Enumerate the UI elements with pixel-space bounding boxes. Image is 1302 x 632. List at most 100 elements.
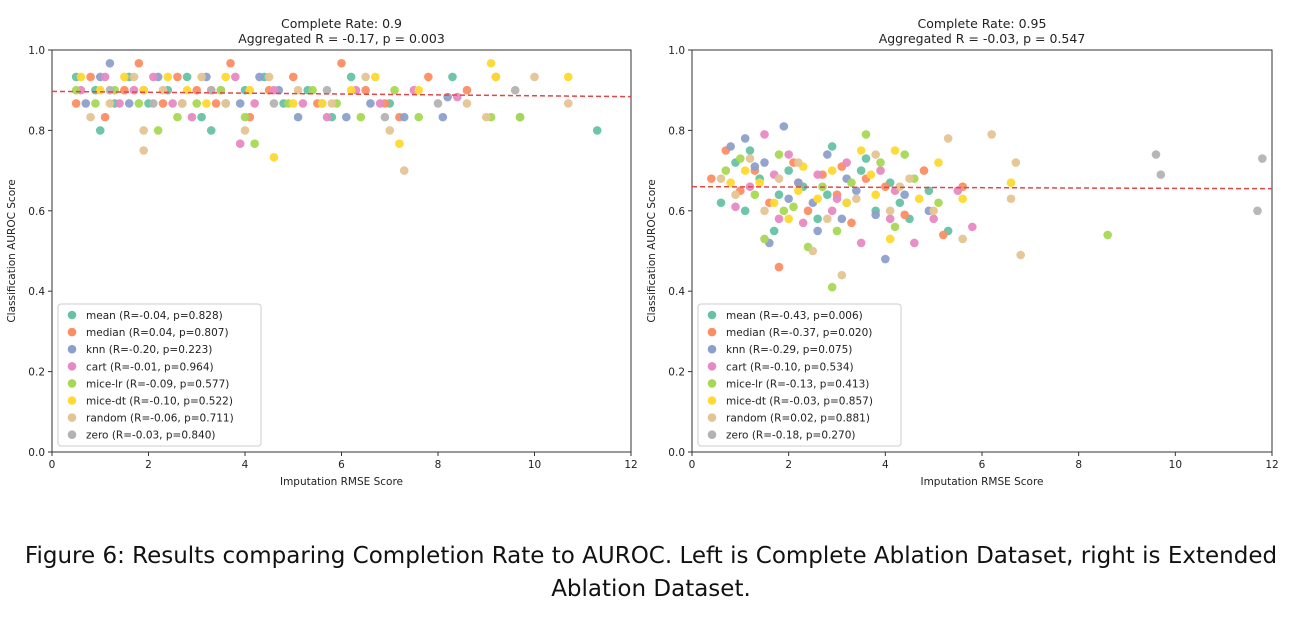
scatter-point-zero (1151, 150, 1161, 159)
scatter-point-median (86, 72, 95, 82)
legend-label-cart: cart (R=-0.01, p=0.964) (86, 361, 214, 373)
scatter-point-mice-dt (221, 72, 230, 82)
y-tick-label: 1.0 (28, 45, 45, 57)
chart-title: Complete Rate: 0.9 (281, 16, 402, 31)
scatter-point-random (895, 182, 905, 191)
x-tick-label: 10 (528, 459, 541, 471)
scatter-point-median (173, 72, 182, 82)
legend-marker-mice-lr (707, 379, 717, 388)
legend-box (697, 303, 902, 447)
scatter-point-knn (740, 134, 750, 143)
trend-line (691, 185, 1273, 190)
scatter-point-random (399, 166, 409, 175)
scatter-point-cart (885, 214, 895, 224)
legend-marker-zero (707, 430, 717, 440)
caption-line-1: Figure 6: Results comparing Completion R… (24, 543, 1278, 569)
scatter-point-mice-lr (240, 112, 250, 122)
x-tick-label: 4 (882, 459, 889, 471)
scatter-point-mean (813, 214, 822, 224)
scatter-point-random (905, 174, 914, 183)
scatter-point-mice-dt (245, 85, 255, 95)
scatter-point-knn (235, 99, 245, 108)
scatter-point-mice-lr (134, 99, 144, 108)
scatter-point-random (1016, 250, 1025, 260)
scatter-point-zero (105, 85, 115, 95)
scatter-point-mice-lr (847, 178, 856, 187)
scatter-point-knn (255, 72, 264, 82)
legend-label-random: random (R=-0.06, p=0.711) (86, 413, 234, 425)
scatter-point-cart (842, 158, 851, 167)
legend-marker-cart (67, 362, 77, 371)
scatter-point-zero (433, 99, 443, 108)
scatter-point-mice-dt (827, 166, 837, 175)
scatter-point-mice-dt (726, 178, 735, 187)
scatter-point-median (424, 72, 433, 82)
scatter-point-zero (269, 99, 279, 108)
scatter-point-mice-lr (832, 226, 842, 236)
scatter-point-mice-dt (1006, 178, 1016, 187)
y-tick-label: 0.0 (28, 447, 45, 459)
scatter-point-random (240, 126, 250, 135)
legend-marker-median (67, 327, 77, 337)
scatter-point-zero (1156, 170, 1166, 179)
scatter-point-cart (322, 112, 332, 122)
scatter-point-mice-dt (317, 99, 327, 108)
scatter-point-mice-lr (390, 85, 399, 95)
scatter-points (707, 122, 1267, 292)
scatter-point-median (120, 85, 129, 95)
scatter-point-cart (784, 150, 793, 159)
scatter-point-mean (823, 190, 832, 200)
x-tick-label: 2 (145, 459, 152, 471)
legend-label-mean: mean (R=-0.43, p=0.006) (726, 310, 863, 322)
scatter-point-median (774, 262, 784, 272)
scatter-point-mice-dt (346, 85, 356, 95)
scatter-point-mice-lr (91, 99, 100, 108)
scatter-point-cart (929, 214, 938, 224)
scatter-point-mice-dt (163, 72, 173, 82)
scatter-point-knn (852, 186, 861, 195)
scatter-point-mean (895, 198, 905, 208)
scatter-point-cart (910, 238, 919, 248)
scatter-point-random (158, 85, 168, 95)
scatter-point-median (226, 58, 235, 68)
scatter-point-mice-lr (890, 222, 900, 232)
x-tick-label: 6 (979, 459, 986, 471)
y-tick-label: 0.2 (28, 367, 45, 379)
scatter-point-median (847, 218, 856, 228)
scatter-point-mean (448, 72, 457, 82)
scatter-point-knn (443, 92, 452, 102)
scatter-point-random (852, 194, 861, 204)
scatter-point-mice-lr (192, 99, 202, 108)
scatter-point-mice-dt (76, 72, 86, 82)
scatter-point-cart (298, 99, 308, 108)
scatter-point-mice-lr (414, 112, 424, 122)
scatter-point-random (929, 206, 938, 216)
scatter-point-mean (769, 226, 779, 236)
scatter-point-mice-lr (779, 206, 789, 216)
scatter-point-random (716, 174, 726, 183)
scatter-point-mice-dt (95, 85, 105, 95)
scatter-point-median (919, 166, 929, 175)
scatter-point-knn (293, 112, 303, 122)
scatter-point-cart (187, 112, 197, 122)
legend-marker-knn (707, 344, 717, 354)
scatter-point-mice-lr (1103, 230, 1112, 240)
scatter-point-mice-dt (755, 178, 764, 187)
y-tick-label: 0.4 (668, 286, 685, 298)
scatter-point-mice-dt (958, 194, 967, 204)
scatter-point-cart (798, 218, 808, 228)
y-tick-label: 1.0 (668, 45, 685, 57)
scatter-point-mean (827, 142, 837, 151)
scatter-point-mice-lr (515, 112, 525, 122)
scatter-point-mice-dt (563, 72, 573, 82)
legend-label-zero: zero (R=-0.03, p=0.840) (86, 430, 215, 442)
scatter-point-mice-dt (871, 190, 880, 200)
x-tick-label: 12 (624, 459, 637, 471)
scatter-point-cart (827, 206, 837, 216)
scatter-point-cart (168, 99, 177, 108)
chart-legend: mean (R=-0.04, p=0.828) median (R=0.04, p… (57, 303, 262, 447)
scatter-point-random (105, 99, 115, 108)
legend-label-mice-lr: mice-lr (R=-0.09, p=0.577) (86, 378, 229, 390)
scatter-point-random (731, 190, 740, 200)
